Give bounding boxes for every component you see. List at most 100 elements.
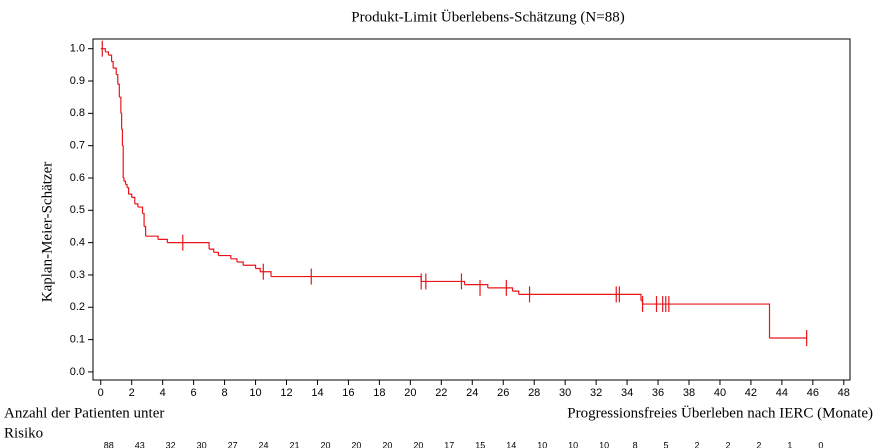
x-tick-label: 28	[528, 387, 540, 399]
survival-step	[137, 206, 144, 214]
survival-step	[236, 261, 244, 266]
x-axis-label: Progressionsfreies Überleben nach IERC (…	[567, 404, 873, 421]
survival-step	[111, 61, 114, 69]
survival-step	[167, 242, 210, 250]
survival-step	[108, 54, 113, 62]
survival-step	[125, 183, 128, 188]
x-tick-label: 32	[590, 387, 602, 399]
survival-step	[121, 128, 124, 146]
risk-label: Anzahl der Patienten unter	[4, 405, 164, 421]
y-tick-label: 0.2	[70, 301, 85, 313]
x-tick-label: 4	[160, 387, 166, 399]
survival-step	[464, 284, 489, 288]
survival-step	[230, 258, 238, 263]
x-tick-label: 18	[373, 387, 385, 399]
risk-count: 10	[537, 440, 547, 448]
y-tick-label: 0.3	[70, 269, 85, 281]
survival-step	[512, 290, 520, 295]
risk-count: 1	[787, 440, 792, 448]
x-tick-label: 36	[652, 387, 664, 399]
risk-count: 15	[475, 440, 485, 448]
survival-step	[116, 73, 119, 85]
survival-step	[120, 112, 123, 130]
survival-step	[642, 303, 771, 338]
x-tick-label: 34	[621, 387, 633, 399]
survival-step	[123, 180, 127, 185]
survival-step	[117, 83, 120, 98]
y-tick-label: 0.4	[70, 237, 85, 249]
survival-step	[158, 238, 168, 243]
x-tick-label: 24	[466, 387, 478, 399]
y-tick-label: 0.5	[70, 204, 85, 216]
x-tick-label: 22	[435, 387, 447, 399]
x-tick-label: 0	[98, 387, 104, 399]
risk-count: 20	[320, 440, 330, 448]
risk-count: 24	[259, 440, 269, 448]
x-tick-label: 16	[342, 387, 354, 399]
survival-step	[122, 145, 124, 178]
x-tick-label: 38	[683, 387, 695, 399]
y-tick-label: 0.9	[70, 75, 85, 87]
risk-count: 17	[444, 440, 454, 448]
survival-step	[131, 196, 136, 204]
survival-step	[128, 193, 133, 198]
x-tick-label: 48	[838, 387, 850, 399]
risk-count: 2	[725, 440, 730, 448]
x-tick-label: 12	[280, 387, 292, 399]
survival-step	[487, 287, 514, 292]
risk-count: 10	[568, 440, 578, 448]
risk-count: 20	[382, 440, 392, 448]
y-tick-label: 0.6	[70, 172, 85, 184]
survival-step	[145, 235, 159, 240]
survival-step	[421, 280, 466, 285]
risk-count: 8	[633, 440, 638, 448]
y-tick-label: 0.1	[70, 334, 85, 346]
x-tick-label: 2	[129, 387, 135, 399]
risk-count: 43	[135, 440, 145, 448]
survival-step	[119, 96, 122, 114]
survival-step	[100, 48, 106, 52]
survival-step	[218, 254, 232, 259]
survival-step	[271, 275, 422, 282]
risk-count: 20	[413, 440, 423, 448]
survival-step	[260, 271, 272, 277]
risk-count: 27	[228, 440, 238, 448]
y-tick-label: 0.8	[70, 107, 85, 119]
x-tick-label: 40	[714, 387, 726, 399]
y-axis-label: Kaplan-Meier-Schätzer	[39, 162, 55, 302]
risk-label: Risiko	[4, 425, 43, 441]
plot-frame	[92, 38, 851, 381]
y-tick-label: 1.0	[70, 43, 85, 55]
risk-count: 2	[694, 440, 699, 448]
risk-count: 30	[197, 440, 207, 448]
survival-step	[518, 293, 642, 301]
risk-count: 21	[289, 440, 299, 448]
x-tick-label: 30	[559, 387, 571, 399]
survival-step	[142, 212, 145, 227]
x-tick-label: 8	[222, 387, 228, 399]
risk-count: 0	[818, 440, 823, 448]
risk-count: 88	[104, 440, 114, 448]
x-tick-label: 6	[191, 387, 197, 399]
y-tick-label: 0.0	[70, 366, 85, 378]
x-tick-label: 44	[776, 387, 788, 399]
survival-step	[255, 267, 261, 272]
survival-step	[209, 248, 215, 253]
x-tick-label: 42	[745, 387, 757, 399]
risk-count: 2	[756, 440, 761, 448]
survival-step	[213, 251, 219, 256]
x-tick-label: 10	[249, 387, 261, 399]
risk-count: 32	[166, 440, 176, 448]
survival-step	[134, 203, 139, 208]
survival-step	[105, 51, 110, 56]
risk-count: 10	[599, 440, 609, 448]
survival-step	[127, 187, 130, 195]
risk-count: 20	[351, 440, 361, 448]
x-tick-label: 20	[404, 387, 416, 399]
survival-step	[123, 177, 125, 182]
survival-step	[144, 225, 147, 237]
x-tick-label: 46	[807, 387, 819, 399]
survival-step	[243, 264, 257, 269]
